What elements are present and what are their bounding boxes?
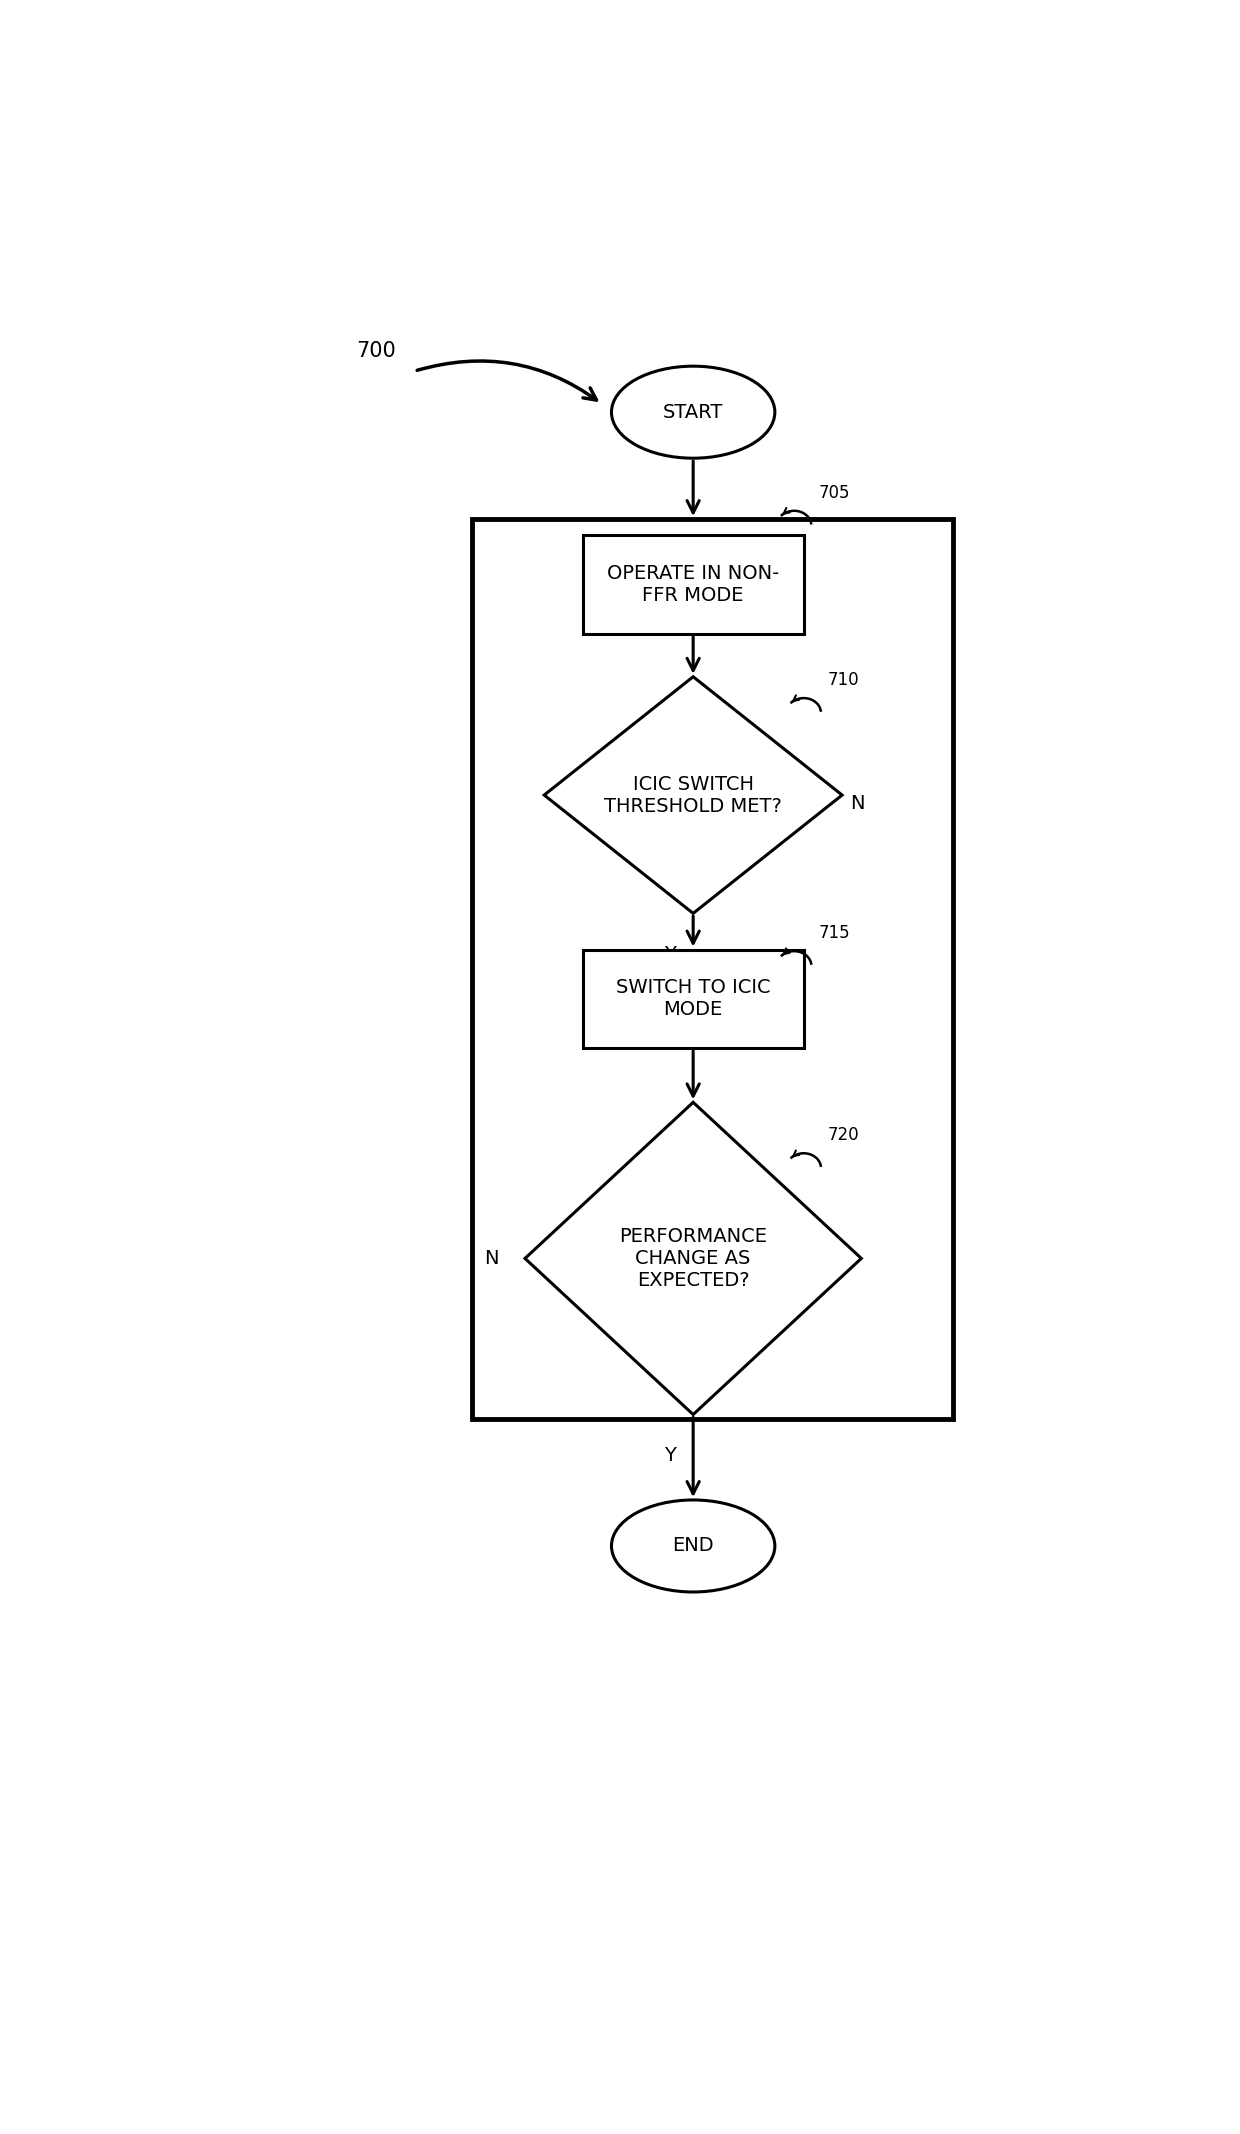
Text: END: END bbox=[672, 1536, 714, 1556]
Text: PERFORMANCE
CHANGE AS
EXPECTED?: PERFORMANCE CHANGE AS EXPECTED? bbox=[619, 1227, 768, 1289]
Text: 710: 710 bbox=[828, 672, 859, 689]
Text: N: N bbox=[849, 794, 864, 813]
Text: Y: Y bbox=[663, 1447, 676, 1466]
Text: OPERATE IN NON-
FFR MODE: OPERATE IN NON- FFR MODE bbox=[608, 563, 779, 606]
Ellipse shape bbox=[611, 367, 775, 459]
Text: SWITCH TO ICIC
MODE: SWITCH TO ICIC MODE bbox=[616, 977, 770, 1020]
Ellipse shape bbox=[611, 1500, 775, 1592]
Bar bbox=[472, 519, 952, 1419]
Text: Y: Y bbox=[663, 945, 676, 965]
Bar bbox=[583, 536, 804, 634]
Polygon shape bbox=[544, 676, 842, 913]
Polygon shape bbox=[525, 1103, 862, 1415]
Text: ICIC SWITCH
THRESHOLD MET?: ICIC SWITCH THRESHOLD MET? bbox=[604, 775, 782, 815]
Bar bbox=[583, 950, 804, 1048]
Text: N: N bbox=[484, 1248, 498, 1268]
Text: 720: 720 bbox=[828, 1127, 859, 1144]
Text: 700: 700 bbox=[356, 341, 396, 361]
Text: START: START bbox=[663, 403, 723, 423]
Text: 715: 715 bbox=[818, 924, 849, 943]
Text: 705: 705 bbox=[818, 484, 849, 501]
